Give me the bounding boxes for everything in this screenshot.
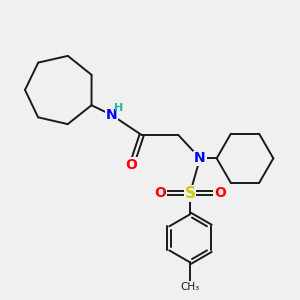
Text: O: O bbox=[214, 186, 226, 200]
Text: CH₃: CH₃ bbox=[180, 282, 200, 292]
Text: H: H bbox=[114, 103, 124, 113]
Text: O: O bbox=[154, 186, 166, 200]
Text: S: S bbox=[184, 186, 196, 201]
Text: N: N bbox=[194, 151, 206, 165]
Text: O: O bbox=[126, 158, 138, 172]
Text: N: N bbox=[106, 108, 118, 122]
